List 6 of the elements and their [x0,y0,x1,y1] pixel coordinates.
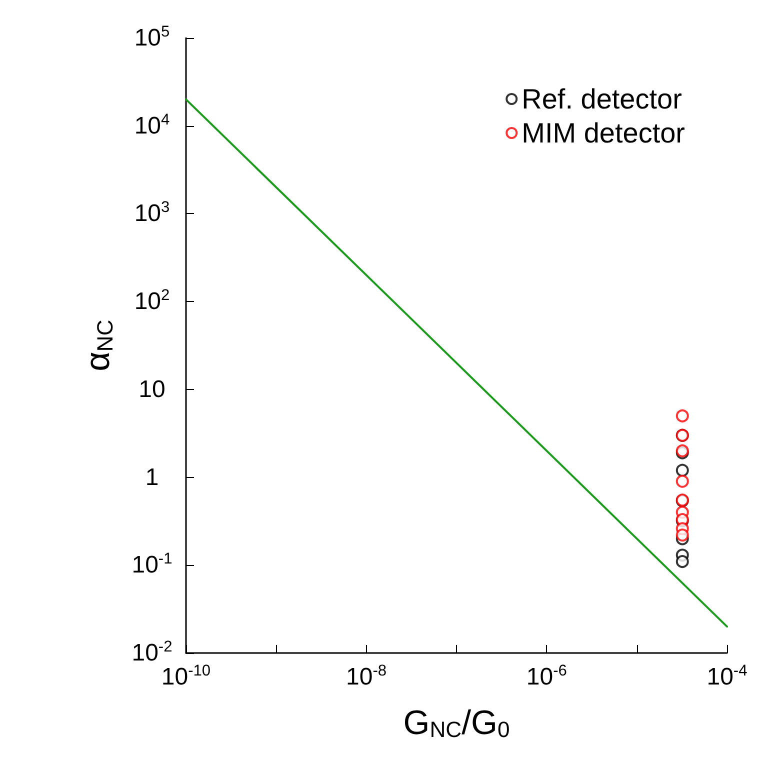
y-axis-title: αNC [79,320,118,372]
legend-label: MIM detector [522,118,686,148]
x-axis-title: GNC/G0 [403,704,510,742]
y-tick-label: 1 [145,464,159,491]
legend-label: Ref. detector [522,84,682,114]
y-tick-label: 10 [138,376,166,403]
